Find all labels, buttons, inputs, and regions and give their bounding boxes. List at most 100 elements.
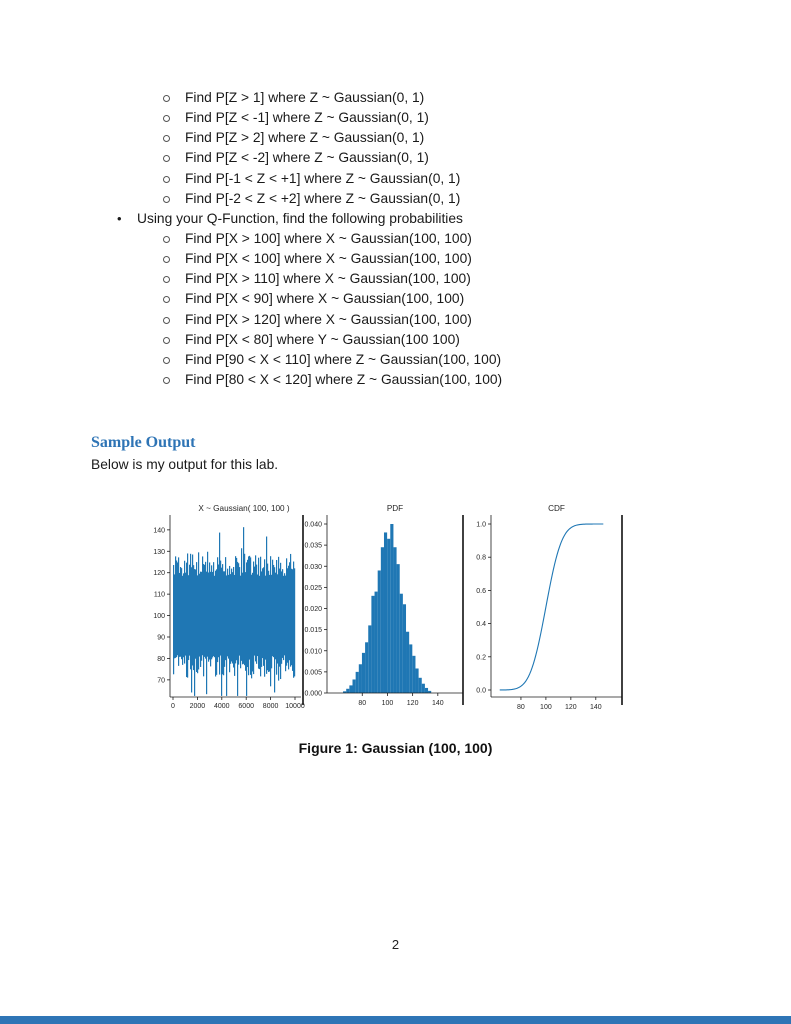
noise-sample-column [274, 567, 276, 693]
noise-sample-column [201, 571, 203, 661]
plot1-ytick-label: 80 [157, 656, 165, 663]
noise-sample-column [245, 572, 247, 671]
plot2-xtick-label: 80 [358, 700, 366, 707]
noise-sample-column [189, 564, 191, 656]
list-item-text: Find P[-2 < Z < +2] where Z ~ Gaussian(0… [185, 190, 461, 206]
page-number: 2 [391, 937, 400, 952]
noise-sample-column [195, 569, 197, 659]
circle-bullet-icon [163, 115, 170, 123]
noise-sample-column [200, 571, 202, 667]
noise-sample-column [226, 575, 228, 696]
bullet-dot-icon: • [117, 210, 122, 226]
list-item: Find P[Z > 1] where Z ~ Gaussian(0, 1) [0, 88, 791, 108]
circle-bullet-icon [163, 336, 170, 344]
noise-sample-column [187, 553, 189, 678]
histogram-bar [383, 532, 388, 693]
noise-sample-column [202, 556, 204, 656]
noise-sample-column [235, 556, 237, 664]
noise-sample-column [204, 564, 206, 657]
noise-sample-column [293, 561, 295, 678]
list-item-text: Find P[X > 100] where X ~ Gaussian(100, … [185, 230, 472, 246]
noise-sample-column [288, 565, 290, 670]
plot1-xtick-label: 6000 [238, 703, 254, 710]
plot2-ytick-label: 0.040 [304, 522, 322, 529]
histogram-bar [349, 685, 353, 693]
bullet-group-z: Find P[Z > 1] where Z ~ Gaussian(0, 1) Fi… [0, 88, 791, 209]
noise-sample-column [290, 553, 292, 667]
noise-sample-column [271, 574, 273, 669]
circle-bullet-icon [163, 376, 170, 384]
sample-output-heading: Sample Output [91, 434, 196, 451]
noise-sample-column [173, 565, 175, 675]
noise-sample-column [177, 562, 179, 656]
noise-sample-column [223, 571, 225, 676]
noise-sample-column [261, 571, 263, 667]
noise-sample-column [241, 548, 243, 661]
list-item: Find P[90 < X < 110] where Z ~ Gaussian(… [0, 350, 791, 370]
histogram-bar [371, 595, 375, 693]
list-item: Find P[X < 100] where X ~ Gaussian(100, … [0, 249, 791, 269]
list-item: Find P[X > 110] where X ~ Gaussian(100, … [0, 269, 791, 289]
histogram-bar [387, 538, 391, 693]
plot1-ytick-label: 140 [153, 527, 165, 534]
histogram-bar [352, 679, 356, 693]
histogram-bar [361, 652, 366, 693]
list-item: Find P[Z < -2] where Z ~ Gaussian(0, 1) [0, 148, 791, 168]
noise-sample-column [253, 561, 255, 675]
plot3-ytick-label: 0.4 [476, 621, 486, 628]
gaussian-plots-svg: X ~ Gaussian( 100, 100 ) 70 80 90 100 110 120 1… [153, 504, 623, 711]
noise-sample-column [294, 568, 296, 677]
histogram-bar [358, 664, 362, 693]
noise-sample-column [217, 557, 219, 663]
noise-sample-column [180, 566, 182, 657]
circle-bullet-icon [163, 256, 170, 264]
circle-bullet-icon [163, 316, 170, 324]
histogram-bar [399, 593, 403, 693]
list-item-text: Find P[Z > 1] where Z ~ Gaussian(0, 1) [185, 90, 425, 105]
noise-sample-column [264, 559, 266, 677]
noise-sample-column [230, 574, 232, 664]
bullet-item-q-function: • Using your Q-Function, find the follow… [0, 209, 791, 229]
noise-sample-column [197, 575, 199, 674]
plot3-ytick-label: 0.6 [476, 588, 486, 595]
noise-sample-column [265, 575, 267, 660]
plot2-ytick-label: 0.010 [304, 648, 322, 655]
histogram-bar [355, 671, 359, 693]
histogram-bar [380, 547, 384, 693]
list-item: Find P[Z < -1] where Z ~ Gaussian(0, 1) [0, 108, 791, 128]
noise-sample-column [191, 567, 193, 693]
plot3-xtick-label: 140 [590, 704, 602, 711]
noise-sample-column [203, 564, 205, 677]
noise-sample-column [280, 562, 282, 680]
list-item-text: Find P[X > 110] where X ~ Gaussian(100, … [185, 271, 471, 287]
noise-sample-column [212, 571, 214, 658]
noise-sample-column [255, 555, 257, 662]
noise-sample-column [188, 575, 190, 661]
histogram-bar [365, 642, 369, 693]
noise-sample-column [178, 557, 180, 666]
circle-bullet-icon [163, 356, 170, 364]
plot1-ytick-label: 120 [153, 570, 165, 577]
histogram-bar [402, 604, 407, 693]
circle-bullet-icon [163, 95, 170, 102]
noise-sample-column [258, 557, 260, 669]
noise-sample-column [199, 573, 201, 657]
noise-sample-column [263, 567, 265, 666]
plot1-title: X ~ Gaussian( 100, 100 ) [198, 504, 290, 513]
noise-sample-column [256, 564, 258, 664]
noise-sample-column [254, 566, 256, 656]
noise-sample-column [270, 556, 272, 687]
noise-sample-column [236, 557, 238, 661]
noise-sample-column [257, 574, 259, 657]
noise-sample-column [224, 571, 226, 667]
noise-sample-column [250, 557, 252, 675]
noise-sample-column [287, 568, 289, 663]
bullet-list: Find P[Z > 1] where Z ~ Gaussian(0, 1) Fi… [0, 88, 791, 390]
noise-sample-column [185, 572, 187, 656]
noise-sample-column [231, 568, 233, 662]
noise-sample-column [192, 554, 194, 666]
plot2-ytick-label: 0.005 [304, 669, 322, 676]
noise-sample-column [242, 572, 244, 665]
histogram-bar [409, 644, 413, 693]
histogram-bar [390, 524, 394, 693]
